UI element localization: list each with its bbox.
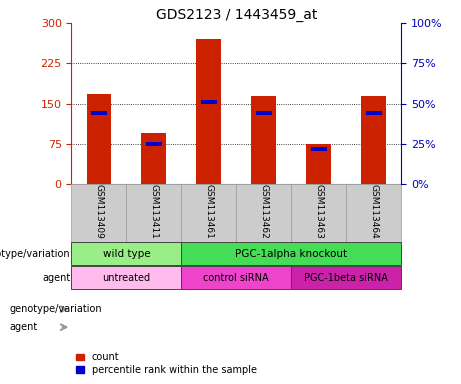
Bar [142,133,166,184]
Bar [71,184,126,242]
Text: wild type: wild type [103,249,150,259]
Bar [126,184,181,242]
Bar [251,96,276,184]
Text: agent: agent [42,273,71,283]
Bar [291,184,346,242]
Bar [346,184,401,242]
Bar [181,266,291,290]
Text: genotype/variation: genotype/variation [9,304,102,314]
Title: GDS2123 / 1443459_at: GDS2123 / 1443459_at [155,8,317,22]
Bar [71,266,181,290]
Text: genotype/variation: genotype/variation [0,249,71,259]
Text: GSM113411: GSM113411 [149,184,159,239]
Text: GSM113409: GSM113409 [95,184,103,239]
Bar [361,96,386,184]
Text: control siRNA: control siRNA [203,273,269,283]
Text: agent: agent [9,322,37,332]
Text: untreated: untreated [102,273,150,283]
Bar [71,242,181,265]
Text: GSM113462: GSM113462 [259,184,268,239]
Bar [366,111,382,115]
Bar [311,147,327,151]
Legend: count, percentile rank within the sample: count, percentile rank within the sample [77,353,257,375]
Text: GSM113461: GSM113461 [204,184,213,239]
Bar [291,266,401,290]
Bar [91,111,107,115]
Bar [146,142,162,146]
Bar [87,94,111,184]
Bar [256,111,272,115]
Bar [196,39,221,184]
Text: GSM113464: GSM113464 [369,184,378,239]
Bar [181,184,236,242]
Bar [181,242,401,265]
Bar [201,100,217,104]
Text: GSM113463: GSM113463 [314,184,323,239]
Text: PGC-1beta siRNA: PGC-1beta siRNA [304,273,388,283]
Bar [236,184,291,242]
Text: PGC-1alpha knockout: PGC-1alpha knockout [235,249,347,259]
Bar [306,144,331,184]
